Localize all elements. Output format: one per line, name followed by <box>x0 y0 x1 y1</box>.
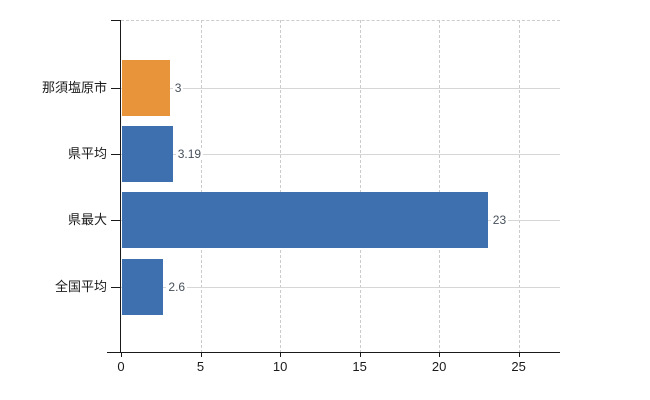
x-gridline <box>280 20 282 352</box>
x-gridline <box>359 20 361 352</box>
x-axis-tick <box>121 353 122 357</box>
y-axis-tick <box>111 287 121 288</box>
bar-value-label: 2.6 <box>166 280 188 294</box>
y-axis-line <box>120 20 121 353</box>
category-label: 県最大 <box>67 212 107 228</box>
bar <box>122 192 488 248</box>
y-axis-tick <box>111 220 121 221</box>
y-axis-end-tick <box>111 20 121 21</box>
y-gridline <box>121 287 560 288</box>
bar <box>122 60 170 116</box>
bar <box>122 259 164 315</box>
y-gridline <box>121 154 560 155</box>
x-axis-tick <box>359 353 361 357</box>
x-axis-line <box>107 352 560 353</box>
x-gridline <box>518 20 520 352</box>
bar <box>122 126 173 182</box>
y-axis-tick <box>111 88 121 89</box>
bar-value-label: 3 <box>172 81 184 95</box>
x-gridline <box>439 20 441 352</box>
x-tick-label: 5 <box>196 359 205 374</box>
x-axis-tick <box>280 353 282 357</box>
category-label: 全国平均 <box>54 279 107 295</box>
x-gridline <box>200 20 202 352</box>
x-axis-tick <box>518 353 520 357</box>
y-axis-tick <box>111 154 121 155</box>
plot-top-border <box>121 20 560 21</box>
x-tick-label: 15 <box>352 359 367 374</box>
x-tick-label: 0 <box>117 359 125 374</box>
bar-value-label: 23 <box>490 213 509 227</box>
x-tick-label: 25 <box>511 359 526 374</box>
category-label: 県平均 <box>67 146 107 162</box>
category-label: 那須塩原市 <box>41 80 107 96</box>
x-tick-label: 10 <box>272 359 288 374</box>
x-axis-tick <box>439 353 441 357</box>
bar-value-label: 3.19 <box>175 147 204 161</box>
x-tick-label: 20 <box>431 359 447 374</box>
y-gridline <box>121 88 560 89</box>
x-axis-tick <box>200 353 202 357</box>
plot-area: 3 3.19 23 2.6 <box>121 20 560 352</box>
